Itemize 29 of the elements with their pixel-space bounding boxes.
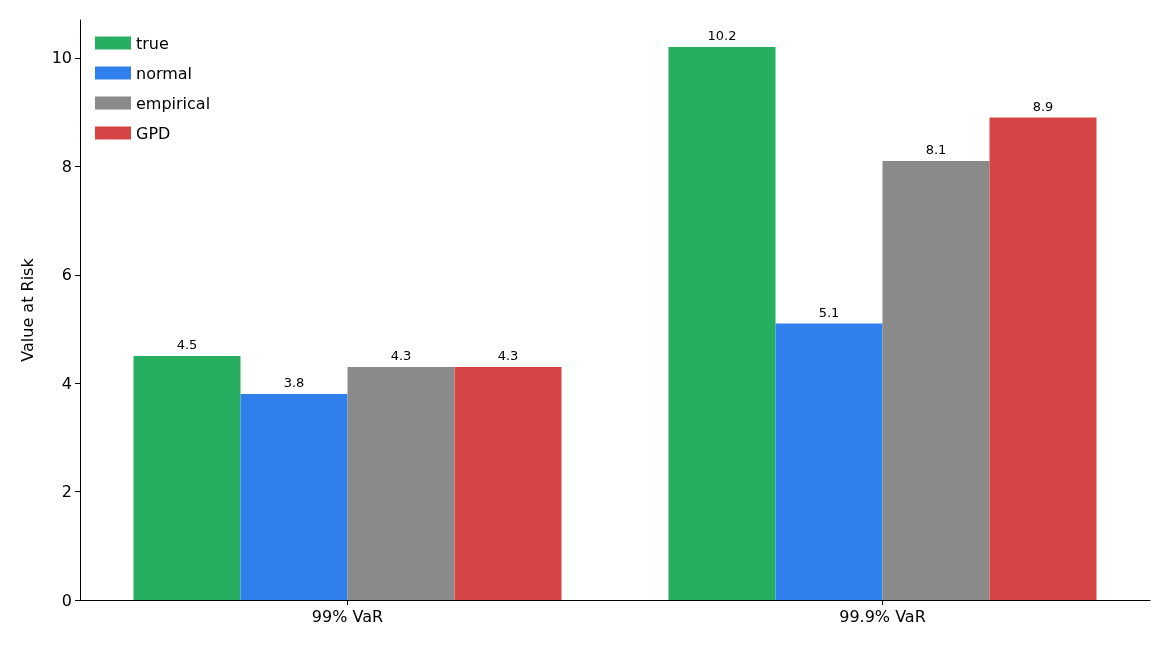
legend-label: empirical [136,93,211,113]
data-label: 3.8 [283,375,305,391]
bar [882,160,990,600]
data-label: 8.9 [1032,98,1054,114]
bar [133,356,241,600]
y-tick-label: 10 [51,48,72,68]
data-label: 4.3 [390,347,412,363]
bar [668,47,776,600]
bar [989,117,1097,600]
y-tick-label: 2 [61,482,72,502]
legend-label: GPD [136,123,171,143]
bar [240,394,348,600]
bar [775,323,883,600]
data-label: 4.5 [176,337,198,353]
x-tick-label: 99.9% VaR [839,606,926,626]
y-tick-label: 0 [61,590,72,610]
legend-label: true [136,33,169,53]
y-tick-label: 6 [61,265,72,285]
data-label: 4.3 [497,347,519,363]
legend-label: normal [136,63,193,83]
data-label: 5.1 [818,304,840,320]
x-tick-label: 99% VaR [311,606,384,626]
bar [347,366,455,600]
y-axis-title: Value at Risk [17,257,37,362]
y-tick-label: 8 [61,156,72,176]
data-label: 8.1 [925,141,947,157]
data-label: 10.2 [707,28,737,44]
bar [454,366,562,600]
y-tick-label: 4 [61,373,72,393]
